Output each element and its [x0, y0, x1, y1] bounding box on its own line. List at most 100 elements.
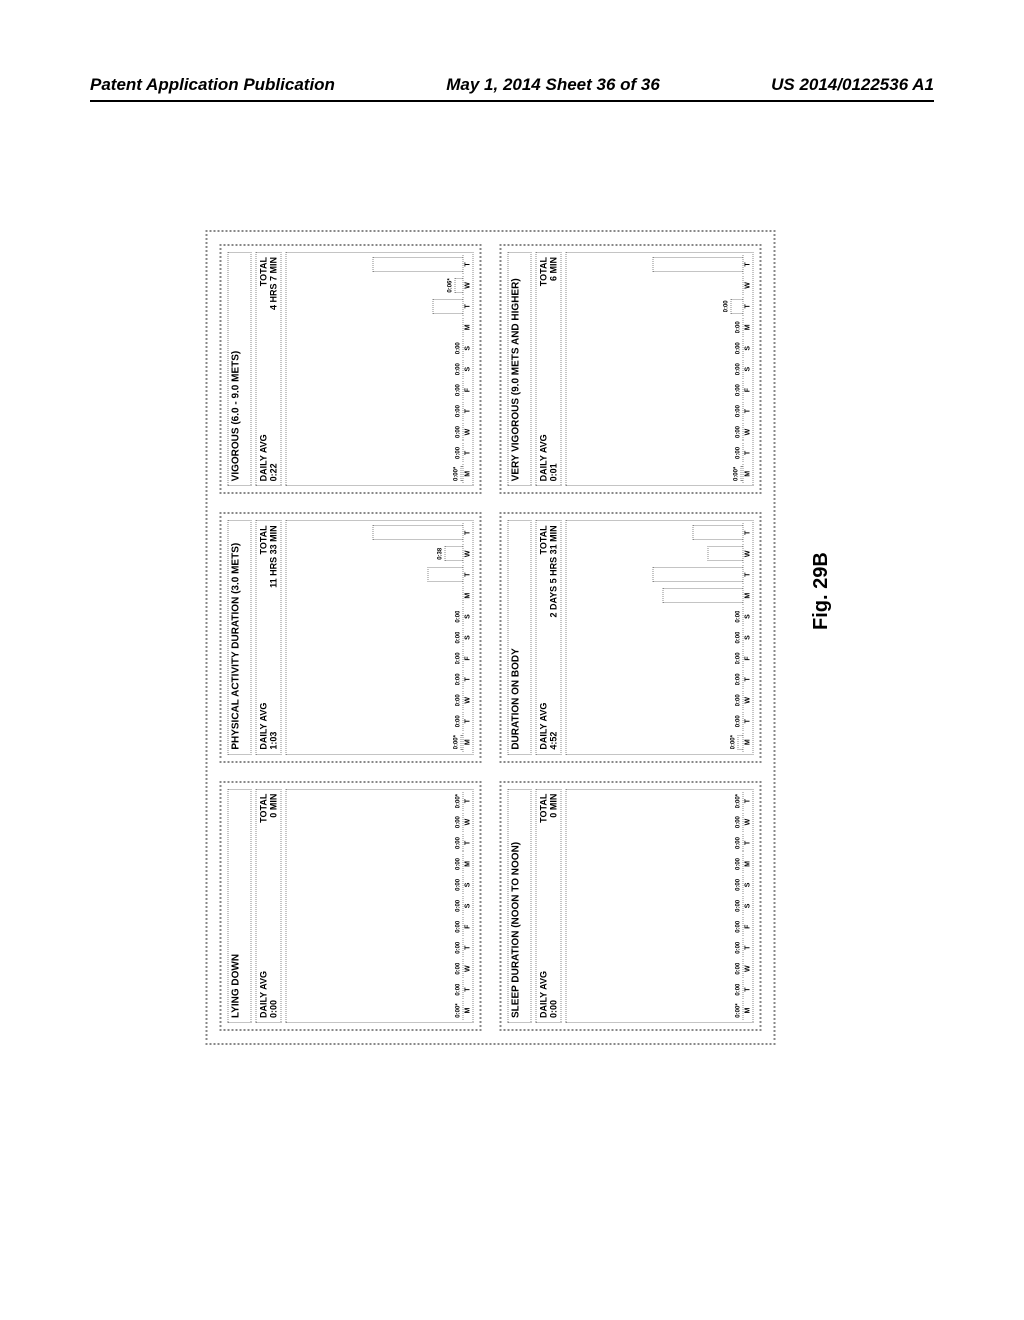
bar-value-label: 0:00	[454, 447, 462, 459]
bar-slot: 0:06*W	[446, 276, 472, 295]
bar	[652, 257, 742, 272]
bar-slot: 0:00W	[734, 423, 752, 442]
daily-avg-value: 0:22	[268, 434, 278, 481]
day-label: T	[462, 980, 472, 999]
bar-slot: 0:00*M	[452, 464, 472, 483]
bar-value-label: 0:00*	[452, 467, 460, 481]
day-label: T	[462, 443, 472, 462]
card-stats: DAILY AVG4:52TOTAL2 DAYS 5 HRS 31 MIN	[535, 520, 561, 754]
day-label: M	[742, 733, 752, 752]
bar-slot: 0:00F	[734, 649, 752, 668]
bar-slot: 0:00W	[734, 959, 752, 978]
bar-value-label: 0:00	[454, 384, 462, 396]
day-label: W	[742, 276, 752, 295]
day-label: T	[462, 938, 472, 957]
total-value: 0 MIN	[268, 794, 278, 823]
day-label: T	[462, 670, 472, 689]
daily-avg-label: DAILY AVG	[258, 434, 268, 481]
bar-slot: 0:00S	[454, 896, 472, 915]
daily-avg-value: 1:03	[268, 703, 278, 750]
card-stats: DAILY AVG0:00TOTAL0 MIN	[535, 789, 561, 1023]
header-center: May 1, 2014 Sheet 36 of 36	[446, 75, 660, 95]
total-value: 4 HRS 7 MIN	[268, 257, 278, 310]
bar	[372, 525, 462, 540]
bar-slot: 0:00S	[734, 339, 752, 358]
bar-value-label: 0:00	[734, 837, 742, 849]
total-value: 0 MIN	[548, 794, 558, 823]
bar	[372, 257, 462, 272]
bar	[432, 299, 462, 314]
day-label: W	[742, 959, 752, 978]
bar-slot: 0:00M	[734, 855, 752, 874]
bar-slot: 0:00T	[454, 443, 472, 462]
bar-slot: 0:00T	[734, 402, 752, 421]
bar-slot: 0:00F	[454, 649, 472, 668]
bar-slot: 0:00S	[454, 339, 472, 358]
bar-slot: 0:00S	[734, 628, 752, 647]
bar-slot: 0:00T	[454, 670, 472, 689]
bar-value-label: 0:00	[734, 632, 742, 644]
bar-slot: T	[364, 255, 472, 274]
day-label: M	[742, 318, 752, 337]
bar-slot: 0:00W	[454, 959, 472, 978]
bar-value-label: 0:00	[734, 363, 742, 375]
bar-slot: 0:00T	[454, 402, 472, 421]
daily-avg-value: 0:01	[548, 434, 558, 481]
bar-value-label: 0:00	[734, 611, 742, 623]
bar-slot: T	[424, 297, 472, 316]
total-label: TOTAL	[258, 794, 268, 823]
bar-slot: 0:00F	[734, 917, 752, 936]
header-rule	[90, 100, 934, 102]
day-label: W	[742, 423, 752, 442]
day-label: T	[742, 297, 752, 316]
day-label: T	[462, 255, 472, 274]
bar-slot: 0:00*T	[734, 792, 752, 811]
bar-value-label: 0:00	[734, 321, 742, 333]
card-title: SLEEP DURATION (NOON TO NOON)	[507, 789, 531, 1023]
card-title: LYING DOWN	[227, 789, 251, 1023]
bar-value-label: 0:00	[734, 405, 742, 417]
day-label: S	[462, 360, 472, 379]
bar-value-label: 0:00	[734, 963, 742, 975]
day-label: S	[742, 360, 752, 379]
day-label: M	[462, 1001, 472, 1020]
day-label: T	[742, 255, 752, 274]
day-label: T	[742, 834, 752, 853]
bar-value-label: 0:00	[454, 405, 462, 417]
bar	[652, 567, 742, 582]
day-label: T	[742, 402, 752, 421]
total-label: TOTAL	[538, 525, 548, 617]
bar-slot: T	[644, 255, 752, 274]
bar-value-label: 0:00	[734, 816, 742, 828]
bar-slot: 0:00W	[454, 423, 472, 442]
bar	[454, 278, 462, 293]
bar-value-label: 0:00	[454, 673, 462, 685]
bar-value-label: 0:00	[454, 426, 462, 438]
day-label: T	[462, 565, 472, 584]
bar-value-label: 0:00*	[454, 794, 462, 808]
bar-value-label: 0:00*	[452, 735, 460, 749]
bar-value-label: 0:00	[454, 611, 462, 623]
day-label: S	[742, 628, 752, 647]
bar-slot: M	[454, 586, 472, 605]
bar-value-label: 0:00	[734, 984, 742, 996]
bar-value-label: 0:00*	[732, 467, 740, 481]
bar-slot: 0:00T	[734, 980, 752, 999]
bar-slot: 0:00S	[734, 875, 752, 894]
bar-slot: 0:00T	[734, 670, 752, 689]
card-title: PHYSICAL ACTIVITY DURATION (3.0 METS)	[227, 520, 251, 754]
bar-slot: M	[454, 318, 472, 337]
day-label: T	[742, 565, 752, 584]
bar-slot: 0:00T	[734, 712, 752, 731]
metric-card: VERY VIGOROUS (9.0 METS AND HIGHER)DAILY…	[499, 244, 761, 494]
total-value: 2 DAYS 5 HRS 31 MIN	[548, 525, 558, 617]
page-header: Patent Application Publication May 1, 20…	[0, 75, 1024, 95]
bar-slot: W	[699, 544, 752, 563]
bar	[662, 588, 742, 603]
day-label: T	[462, 712, 472, 731]
bar-value-label: 0:00	[734, 673, 742, 685]
bar-value-label: 0:00	[734, 879, 742, 891]
bar-slot: 0:00T	[454, 712, 472, 731]
bar-value-label: 0:00	[454, 879, 462, 891]
bar-value-label: 0:00	[734, 900, 742, 912]
